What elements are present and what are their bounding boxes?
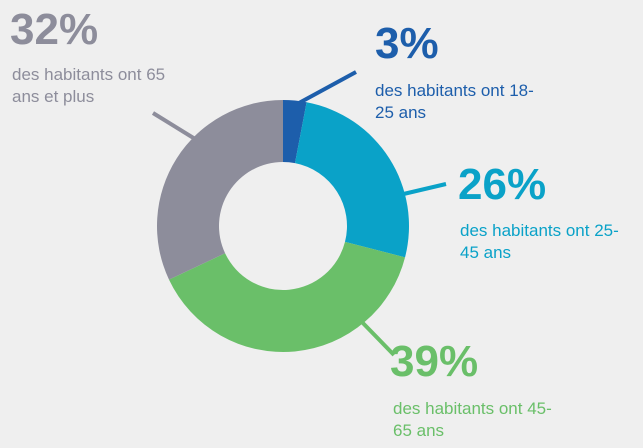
donut-segment xyxy=(156,100,283,280)
donut-segment xyxy=(168,241,406,353)
category-label: des habitants ont 25-45 ans xyxy=(460,221,619,262)
donut-segment xyxy=(283,100,307,164)
leader-line xyxy=(151,111,202,144)
value-label: 26% xyxy=(458,160,547,209)
value-label: 32% xyxy=(10,5,99,54)
donut-segment xyxy=(294,102,409,258)
category-label: des habitants ont 18-25 ans xyxy=(375,81,534,122)
leader-line xyxy=(298,70,357,105)
value-label: 3% xyxy=(375,19,439,68)
leader-line xyxy=(356,316,396,357)
category-label: des habitants ont 45-65 ans xyxy=(393,399,552,440)
value-label: 39% xyxy=(390,337,479,386)
category-label: des habitants ont 65 ans et plus xyxy=(12,65,166,106)
